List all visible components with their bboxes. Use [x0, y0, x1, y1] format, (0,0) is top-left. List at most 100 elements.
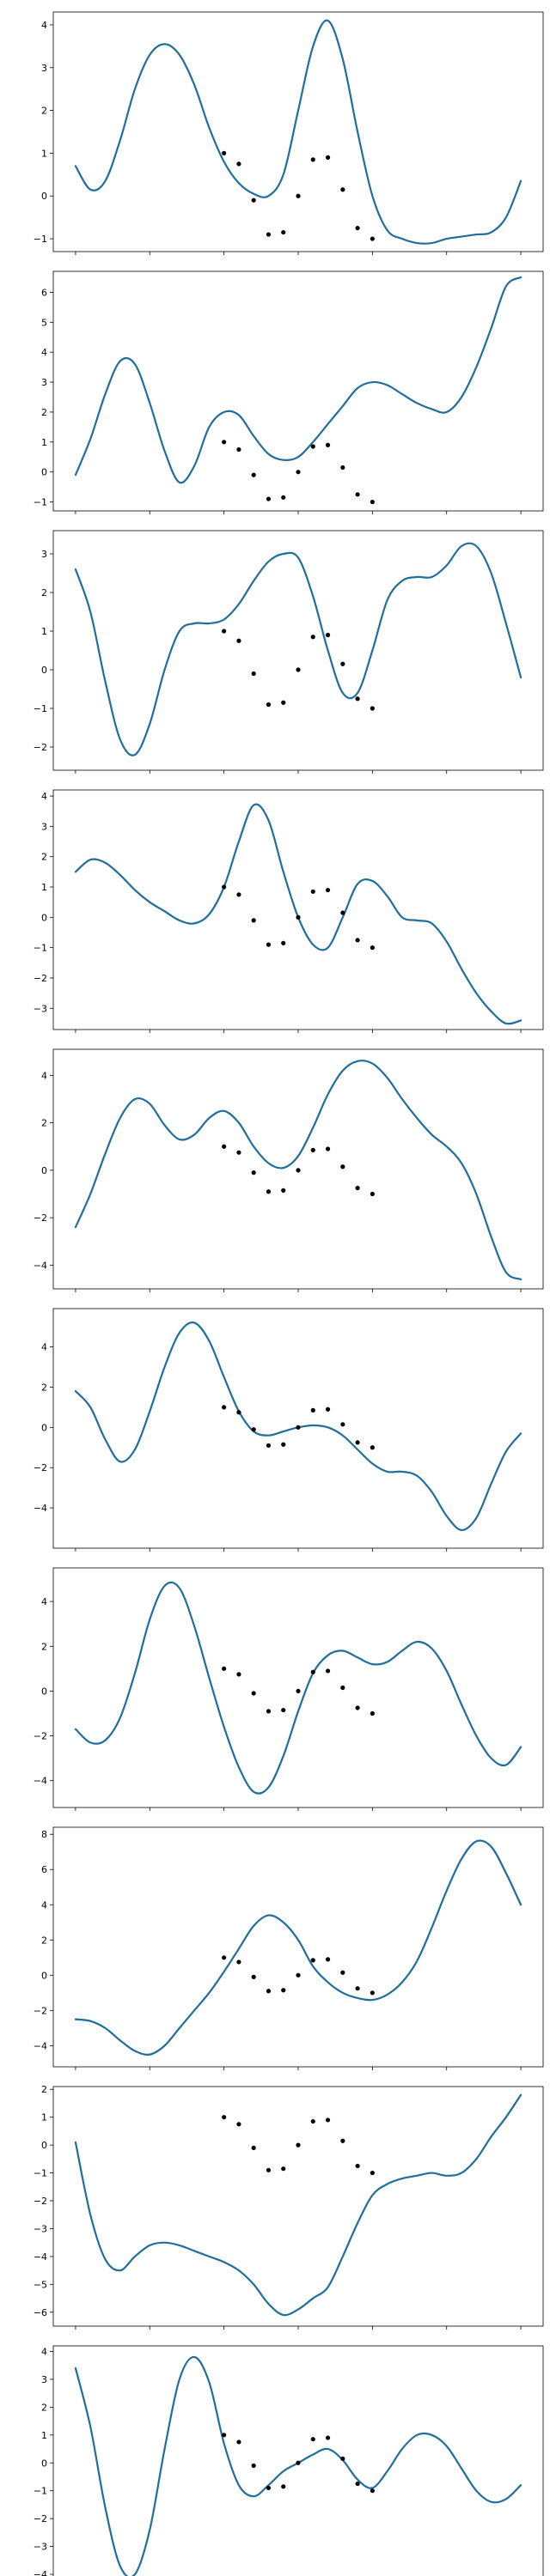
- y-tick-label: 6: [41, 287, 47, 298]
- data-point: [251, 1974, 256, 1979]
- series-line: [74, 1581, 522, 1795]
- data-point: [296, 1425, 301, 1430]
- data-point: [222, 2433, 227, 2438]
- series-line: [74, 1839, 522, 2056]
- y-tick-label: 0: [41, 1165, 47, 1176]
- data-point: [281, 700, 286, 705]
- y-tick-label: 0: [41, 191, 47, 202]
- data-point: [222, 1144, 227, 1149]
- data-point: [222, 440, 227, 445]
- data-point: [236, 638, 241, 643]
- data-point: [310, 444, 315, 449]
- data-point: [251, 918, 256, 923]
- subplot-3: −2 −1 0 1 2 3: [34, 530, 544, 774]
- data-point: [340, 2138, 345, 2143]
- data-point: [222, 1955, 227, 1960]
- y-tick-label: −2: [34, 973, 47, 984]
- y-tick-label: 2: [41, 1641, 47, 1652]
- data-point: [281, 1988, 286, 1993]
- y-tick-label: 2: [41, 2402, 47, 2413]
- data-point: [355, 1705, 360, 1710]
- data-point: [340, 910, 345, 915]
- data-point: [310, 1147, 315, 1153]
- data-point: [355, 1185, 360, 1191]
- y-tick-label: 2: [41, 587, 47, 598]
- data-point: [325, 155, 331, 160]
- y-tick-label: 3: [41, 821, 47, 832]
- y-tick-label: −1: [34, 497, 47, 508]
- data-point: [310, 2437, 315, 2442]
- data-point: [370, 1445, 375, 1450]
- y-tick-label: 4: [41, 2346, 47, 2357]
- data-point: [340, 2456, 345, 2461]
- data-point: [325, 887, 331, 893]
- data-point: [325, 1957, 331, 1962]
- data-point: [266, 702, 272, 708]
- data-point: [251, 1170, 256, 1176]
- y-tick-label: −6: [34, 2307, 47, 2318]
- data-point: [266, 1443, 272, 1449]
- y-tick-label: 2: [41, 407, 47, 418]
- data-point: [251, 2463, 256, 2469]
- data-point: [222, 1666, 227, 1671]
- y-tick-label: 8: [41, 1829, 47, 1840]
- data-point: [296, 2142, 301, 2148]
- data-point: [251, 2145, 256, 2150]
- y-tick-label: 0: [41, 2458, 47, 2469]
- data-point: [355, 225, 360, 231]
- data-point: [325, 1406, 331, 1412]
- y-tick-label: 2: [41, 106, 47, 117]
- y-tick-label: −4: [34, 2251, 47, 2263]
- axes-frame: [52, 2086, 544, 2327]
- y-tick-label: 4: [41, 1342, 47, 1353]
- data-point: [281, 940, 286, 945]
- y-tick-label: 2: [41, 1118, 47, 1129]
- data-point: [355, 492, 360, 497]
- data-point: [355, 1440, 360, 1445]
- axes-frame: [52, 1567, 544, 1808]
- y-tick-label: −4: [34, 1503, 47, 1514]
- y-tick-label: 5: [41, 317, 47, 328]
- data-point: [251, 1427, 256, 1432]
- data-point: [266, 1709, 272, 1714]
- data-point: [296, 1168, 301, 1173]
- data-point: [281, 229, 286, 235]
- subplot-1: −1 0 1 2 3 4: [34, 11, 544, 255]
- data-point: [296, 193, 301, 198]
- data-point: [251, 1691, 256, 1696]
- data-point: [340, 1422, 345, 1427]
- y-tick-label: 0: [41, 665, 47, 676]
- y-tick-label: 4: [41, 791, 47, 802]
- data-point: [251, 197, 256, 203]
- y-tick-label: 4: [41, 1070, 47, 1081]
- series-line: [74, 1060, 522, 1281]
- data-point: [310, 2118, 315, 2124]
- data-point: [281, 1188, 286, 1193]
- series-line: [74, 276, 522, 484]
- y-tick-label: −1: [34, 703, 47, 714]
- subplot-4: −3 −2 −1 0 1 2 3 4: [34, 789, 544, 1033]
- series-line: [74, 2355, 522, 2576]
- data-point: [236, 1672, 241, 1677]
- series-line: [74, 803, 522, 1025]
- data-point: [266, 496, 272, 501]
- data-point: [281, 2166, 286, 2172]
- data-point: [325, 2435, 331, 2440]
- series-line: [74, 19, 522, 245]
- data-point: [266, 1189, 272, 1194]
- data-point: [236, 2122, 241, 2127]
- y-tick-label: 4: [41, 20, 47, 31]
- y-tick-label: −2: [34, 1212, 47, 1224]
- data-point: [310, 889, 315, 894]
- data-point: [296, 470, 301, 475]
- axes-frame: [52, 11, 544, 252]
- y-tick-label: −5: [34, 2279, 47, 2290]
- y-tick-label: −1: [34, 234, 47, 245]
- axes-frame: [52, 1826, 544, 2068]
- y-tick-label: 4: [41, 1596, 47, 1607]
- data-point: [310, 1407, 315, 1413]
- data-point: [236, 1150, 241, 1155]
- data-point: [325, 2117, 331, 2123]
- data-point: [236, 447, 241, 453]
- y-tick-label: −2: [34, 742, 47, 753]
